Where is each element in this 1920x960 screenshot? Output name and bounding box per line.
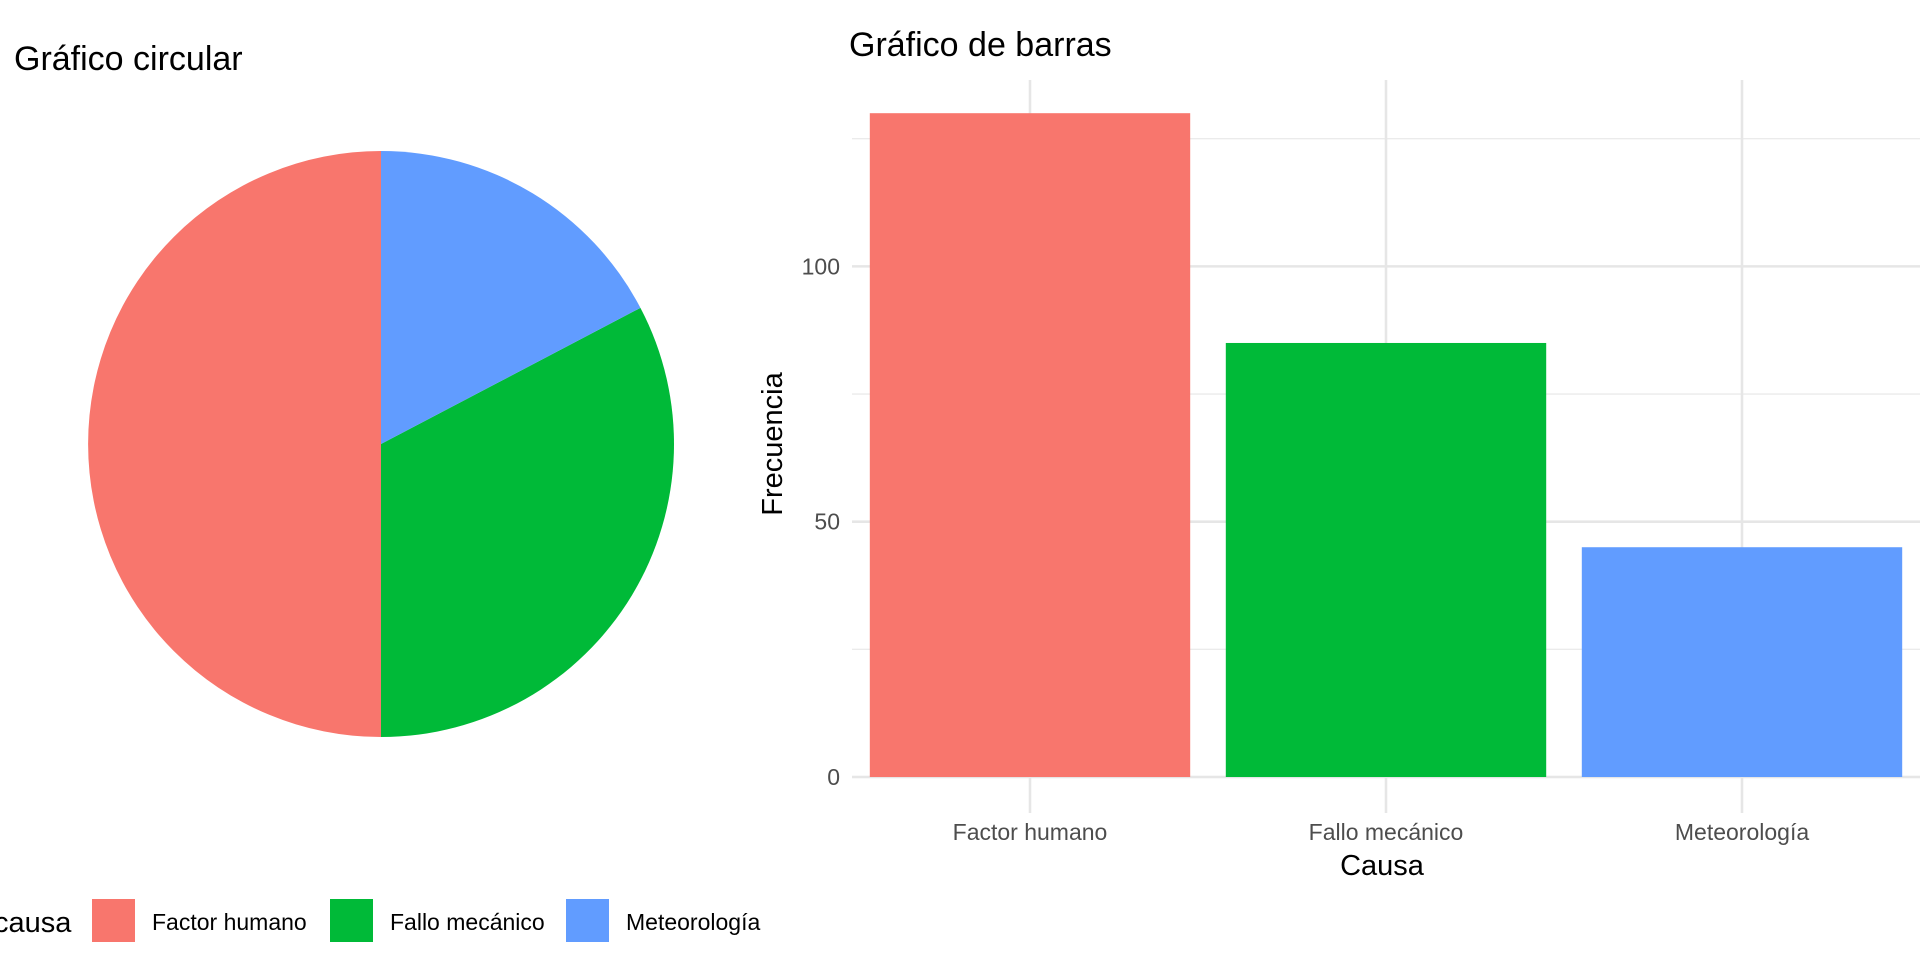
legend-items: Factor humano Fallo mecánico Meteorología (92, 899, 760, 942)
legend-label-meteorologia: Meteorología (626, 909, 760, 935)
legend: causa Factor humano Fallo mecánico Meteoro… (0, 899, 760, 942)
bar-y-axis-title: Frecuencia (757, 371, 789, 515)
legend-label-factor-humano: Factor humano (152, 909, 307, 935)
legend-label-fallo-mecanico: Fallo mecánico (390, 909, 545, 935)
bar-y-ticks: 0 50 100 (802, 253, 840, 790)
pie-chart-panel: Gráfico circular (14, 40, 674, 737)
legend-title: causa (0, 907, 72, 939)
pie-slices (88, 151, 674, 737)
bar-fallo-mecanico (1225, 342, 1547, 777)
x-tick-label-meteorologia: Meteorología (1675, 819, 1809, 845)
x-tick-label-fallo-mecanico: Fallo mecánico (1309, 819, 1464, 845)
y-tick-label: 100 (802, 253, 840, 279)
bar-meteorologia (1581, 547, 1903, 777)
x-tick-label-factor-humano: Factor humano (953, 819, 1108, 845)
legend-key-meteorologia (566, 899, 609, 942)
bar-factor-humano (869, 113, 1191, 777)
bar-x-ticks: Factor humano Fallo mecánico Meteorología (953, 819, 1810, 845)
bar-bars (869, 113, 1903, 777)
pie-slice-meteorologia (381, 151, 641, 444)
pie-slice-fallo-mecanico (381, 307, 674, 737)
y-tick-label: 50 (814, 509, 840, 535)
y-tick-label: 0 (827, 764, 840, 790)
bar-chart-title: Gráfico de barras (849, 26, 1112, 64)
bar-x-axis-title: Causa (1340, 850, 1425, 882)
pie-chart-title: Gráfico circular (14, 40, 243, 78)
pie-slice-factor-humano (88, 151, 381, 737)
legend-key-fallo-mecanico (330, 899, 373, 942)
legend-key-factor-humano (92, 899, 135, 942)
